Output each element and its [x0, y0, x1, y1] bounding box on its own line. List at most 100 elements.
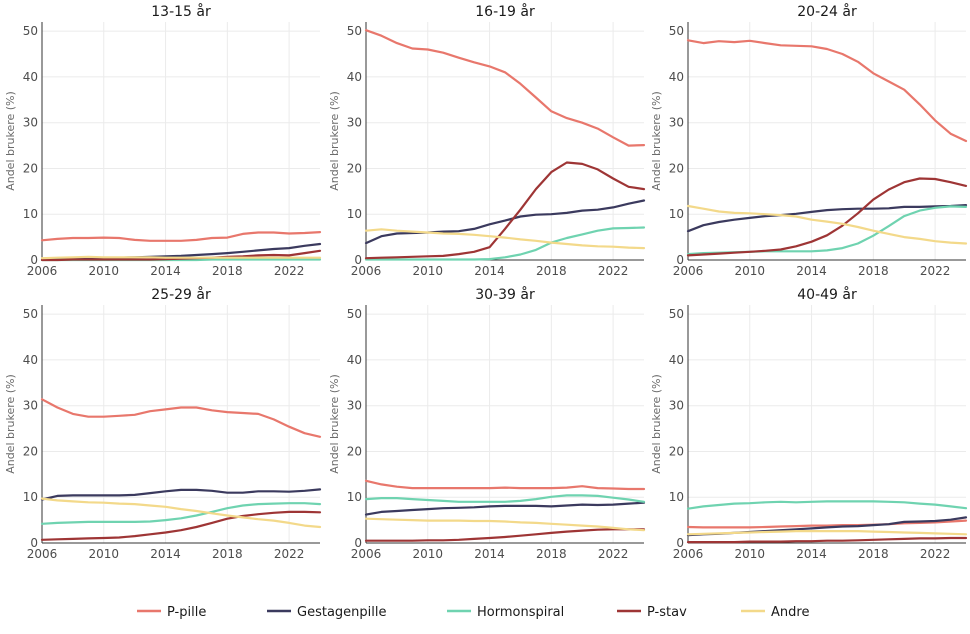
x-tick-label: 2006 — [351, 547, 382, 561]
y-axis-label: Andel brukere (%) — [650, 91, 663, 191]
legend-label: P-pille — [167, 605, 206, 620]
y-tick-label: 30 — [347, 399, 362, 413]
y-tick-label: 0 — [354, 536, 362, 550]
y-tick-label: 50 — [23, 307, 38, 321]
y-tick-label: 20 — [669, 161, 684, 175]
series-line-p-stav — [364, 161, 646, 260]
series-line-gestagenpille — [364, 199, 646, 245]
series-line-p-pille — [686, 519, 968, 529]
y-tick-label: 30 — [23, 399, 38, 413]
panel-title: 20-24 år — [797, 3, 857, 20]
x-tick-label: 2022 — [598, 264, 629, 278]
y-tick-label: 40 — [347, 353, 362, 367]
legend-item: Andre — [741, 605, 809, 620]
legend-item: P-stav — [617, 605, 687, 620]
series-line-p-stav — [686, 536, 968, 544]
legend-item: P-pille — [137, 605, 206, 620]
y-tick-label: 10 — [669, 490, 684, 504]
x-tick-label: 2010 — [413, 547, 444, 561]
x-tick-label: 2010 — [413, 264, 444, 278]
panel-title: 13-15 år — [151, 3, 211, 20]
y-tick-label: 10 — [669, 207, 684, 221]
y-axis-label: Andel brukere (%) — [650, 374, 663, 474]
series-line-p-stav — [686, 177, 968, 257]
y-tick-label: 10 — [23, 207, 38, 221]
x-tick-label: 2018 — [212, 547, 243, 561]
x-tick-label: 2018 — [858, 547, 889, 561]
y-tick-label: 0 — [676, 253, 684, 267]
y-tick-label: 30 — [347, 116, 362, 130]
y-tick-label: 40 — [23, 70, 38, 84]
x-tick-label: 2022 — [274, 547, 305, 561]
x-tick-label: 2006 — [673, 547, 704, 561]
panel-title: 30-39 år — [475, 286, 535, 303]
y-tick-label: 30 — [669, 399, 684, 413]
series-line-andre — [40, 255, 322, 260]
y-tick-label: 0 — [30, 536, 38, 550]
panel-title: 25-29 år — [151, 286, 211, 303]
y-tick-label: 20 — [23, 161, 38, 175]
x-tick-label: 2014 — [796, 264, 827, 278]
y-tick-label: 10 — [347, 207, 362, 221]
x-tick-label: 2014 — [796, 547, 827, 561]
panel-title: 40-49 år — [797, 286, 857, 303]
panel-5: 40-49 år 0 10 20 30 40 50 2006 2010 2014 2018 2022 A… — [650, 286, 968, 561]
x-tick-label: 2022 — [920, 547, 951, 561]
x-tick-label: 2014 — [150, 547, 181, 561]
x-tick-label: 2018 — [536, 547, 567, 561]
y-tick-label: 50 — [669, 24, 684, 38]
x-tick-label: 2022 — [920, 264, 951, 278]
series-line-andre — [686, 204, 968, 245]
legend: P-pille Gestagenpille Hormonspiral P-stav An… — [137, 605, 809, 620]
legend-label: P-stav — [647, 605, 687, 620]
x-tick-label: 2006 — [351, 264, 382, 278]
x-tick-label: 2010 — [735, 547, 766, 561]
y-tick-label: 20 — [347, 161, 362, 175]
series-line-andre — [40, 497, 322, 529]
x-tick-label: 2014 — [474, 547, 505, 561]
series-line-gestagenpille — [686, 204, 968, 233]
y-tick-label: 30 — [23, 116, 38, 130]
y-axis-label: Andel brukere (%) — [328, 374, 341, 474]
x-tick-label: 2022 — [274, 264, 305, 278]
panel-title: 16-19 år — [475, 3, 535, 20]
y-axis-label: Andel brukere (%) — [4, 91, 17, 191]
series-line-p-pille — [686, 39, 968, 143]
y-tick-label: 50 — [23, 24, 38, 38]
series-line-andre — [364, 517, 646, 532]
y-tick-label: 40 — [23, 353, 38, 367]
y-tick-label: 50 — [347, 307, 362, 321]
series-line-gestagenpille — [40, 242, 322, 261]
y-tick-label: 10 — [347, 490, 362, 504]
y-tick-label: 20 — [347, 444, 362, 458]
series-line-p-stav — [364, 528, 646, 542]
series-line-gestagenpille — [364, 501, 646, 516]
series-line-p-pille — [40, 231, 322, 242]
panel-1: 16-19 år 0 10 20 30 40 50 2006 2010 2014 2018 2022 A… — [328, 3, 646, 278]
y-tick-label: 0 — [30, 253, 38, 267]
series-line-p-pille — [40, 398, 322, 438]
series-line-p-pille — [364, 479, 646, 491]
legend-item: Hormonspiral — [447, 605, 564, 620]
x-tick-label: 2018 — [212, 264, 243, 278]
x-tick-label: 2006 — [27, 547, 58, 561]
legend-label: Gestagenpille — [297, 605, 386, 620]
x-tick-label: 2018 — [858, 264, 889, 278]
y-tick-label: 20 — [23, 444, 38, 458]
panel-3: 25-29 år 0 10 20 30 40 50 2006 2010 2014 2018 2022 A… — [4, 286, 322, 561]
x-tick-label: 2014 — [150, 264, 181, 278]
y-tick-label: 10 — [23, 490, 38, 504]
y-tick-label: 0 — [354, 253, 362, 267]
series-line-hormonspiral — [364, 226, 646, 261]
x-tick-label: 2006 — [27, 264, 58, 278]
legend-label: Hormonspiral — [477, 605, 564, 620]
y-tick-label: 50 — [347, 24, 362, 38]
series-line-andre — [686, 529, 968, 536]
y-tick-label: 40 — [347, 70, 362, 84]
y-tick-label: 40 — [669, 353, 684, 367]
series-line-hormonspiral — [40, 502, 322, 525]
series-line-hormonspiral — [686, 500, 968, 510]
x-tick-label: 2018 — [536, 264, 567, 278]
